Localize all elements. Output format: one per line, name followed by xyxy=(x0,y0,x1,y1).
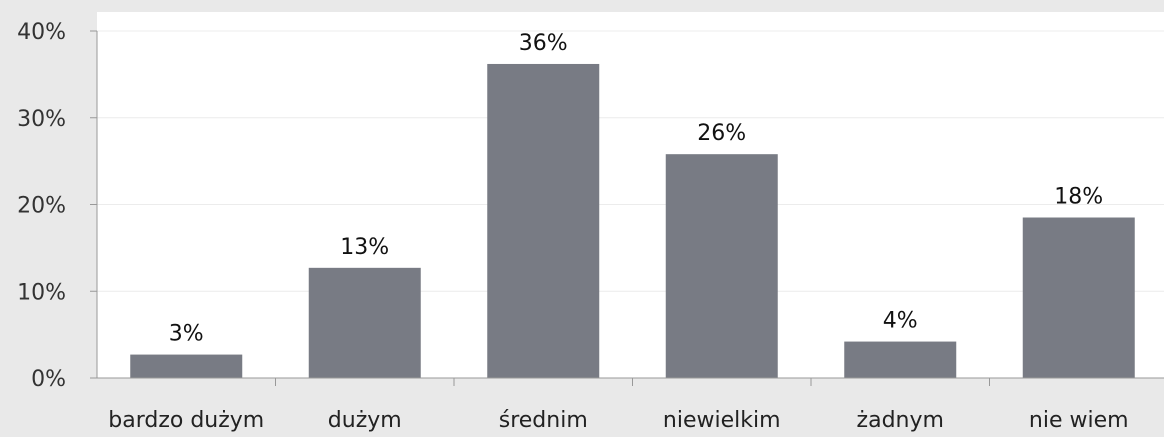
bar xyxy=(487,63,600,379)
bar xyxy=(308,267,421,378)
x-tick-label: średnim xyxy=(499,408,588,433)
bar xyxy=(665,154,778,378)
bar xyxy=(844,341,957,378)
data-label: 26% xyxy=(697,121,746,146)
data-label: 13% xyxy=(340,235,389,260)
labels: 0% 10% 20% 30% 40% 3% bardzo dużym 13% dużym 36% ś… xyxy=(17,20,1128,433)
gridlines xyxy=(97,30,1164,292)
data-label: 4% xyxy=(883,309,918,334)
x-tick-label: dużym xyxy=(328,408,402,433)
bar xyxy=(1022,217,1135,378)
data-label: 36% xyxy=(519,31,568,56)
plot-background xyxy=(97,12,1164,378)
y-tick-label: 30% xyxy=(17,107,66,132)
x-tick-label: żadnym xyxy=(857,408,944,433)
bars xyxy=(130,63,1135,379)
data-label: 18% xyxy=(1054,185,1103,210)
data-label: 3% xyxy=(169,322,204,347)
x-tick-label: nie wiem xyxy=(1029,408,1129,433)
x-tick-label: niewielkim xyxy=(663,408,781,433)
y-tick-label: 10% xyxy=(17,280,66,305)
y-tick-label: 20% xyxy=(17,194,66,219)
bar xyxy=(130,354,243,378)
y-tick-label: 40% xyxy=(17,20,66,45)
y-tick-label: 0% xyxy=(31,367,66,392)
axes xyxy=(90,30,1164,386)
x-tick-label: bardzo dużym xyxy=(108,408,264,433)
